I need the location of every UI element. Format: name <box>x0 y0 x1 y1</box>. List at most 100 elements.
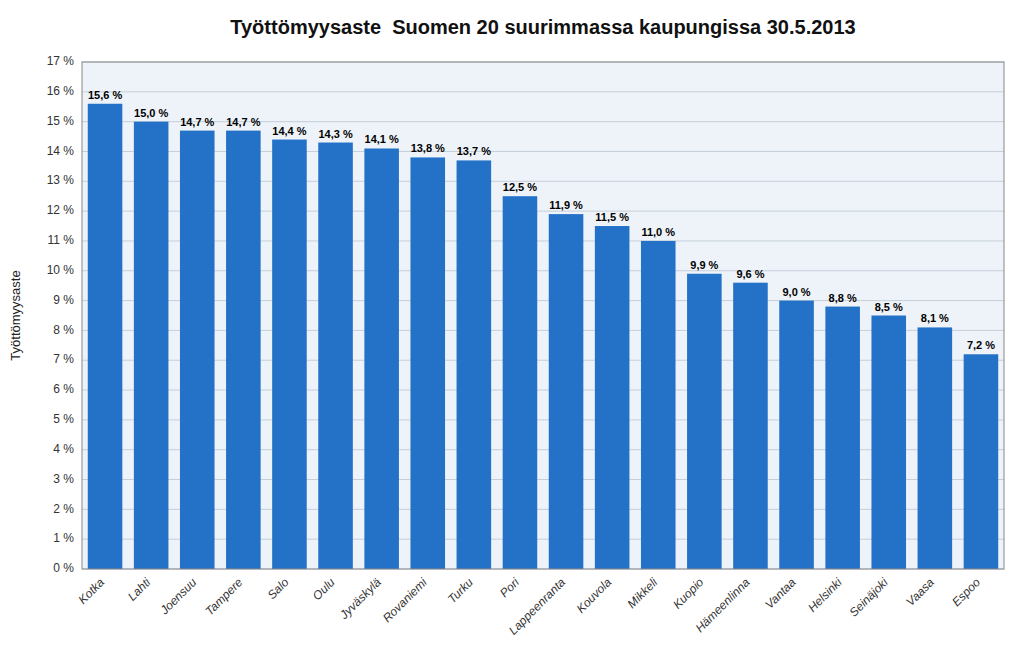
data-label: 9,0 % <box>782 286 810 298</box>
x-tick-label: Lahti <box>125 575 154 604</box>
y-tick-label: 9 % <box>53 293 74 307</box>
y-tick-label: 13 % <box>47 173 75 187</box>
bar <box>318 143 353 569</box>
x-tick-label: Rovaniemi <box>380 575 430 625</box>
data-label: 8,5 % <box>875 301 903 313</box>
grid-line <box>82 211 1004 212</box>
x-tick-label: Mikkeli <box>625 575 661 611</box>
bar <box>272 140 307 569</box>
data-label: 14,3 % <box>318 128 352 140</box>
x-tick-label: Lappeenranta <box>506 575 569 638</box>
y-tick-label: 4 % <box>53 442 74 456</box>
plot-frame <box>82 62 1004 569</box>
data-label: 7,2 % <box>967 339 995 351</box>
bar <box>364 148 399 569</box>
grid-line <box>82 270 1004 271</box>
x-tick-label: Tampere <box>202 575 245 618</box>
y-tick-label: 16 % <box>47 84 75 98</box>
grid-line <box>82 300 1004 301</box>
title: Työttömyysaste Suomen 20 suurimmassa kau… <box>230 16 855 38</box>
data-label: 14,4 % <box>272 125 306 137</box>
grid <box>82 62 1004 569</box>
bar <box>779 301 814 569</box>
y-tick-label: 2 % <box>53 502 74 516</box>
data-label: 14,1 % <box>365 133 399 145</box>
x-tick-label: Salo <box>265 575 292 602</box>
data-label: 9,6 % <box>736 268 764 280</box>
bar <box>180 131 215 569</box>
x-tick-label: Kuopio <box>670 575 707 612</box>
plot-background <box>82 62 1004 569</box>
y-tick-label: 7 % <box>53 352 74 366</box>
data-label: 8,1 % <box>921 312 949 324</box>
y-tick-label: 10 % <box>47 263 75 277</box>
y-tick-label: 0 % <box>53 561 74 575</box>
y-tick-label: 12 % <box>47 203 75 217</box>
bar <box>641 241 676 569</box>
bars <box>88 104 998 569</box>
grid-line <box>82 240 1004 241</box>
x-tick-label: Vantaa <box>762 575 799 612</box>
bar <box>825 307 860 569</box>
bar <box>687 274 722 569</box>
x-tick-label: Turku <box>445 575 476 606</box>
y-axis-label: Työttömyysaste <box>8 270 23 360</box>
bar <box>595 226 630 569</box>
x-tick-label: Seinäjoki <box>847 575 892 620</box>
x-tick-label: Kotka <box>76 575 108 607</box>
grid-line <box>82 539 1004 540</box>
bar <box>549 214 584 569</box>
grid-line <box>82 91 1004 92</box>
x-tick-label: Vaasa <box>903 575 937 609</box>
grid-line <box>82 390 1004 391</box>
y-tick-label: 17 % <box>47 54 75 68</box>
data-label: 9,9 % <box>690 259 718 271</box>
grid-line <box>82 330 1004 331</box>
data-label: 11,0 % <box>641 226 675 238</box>
x-ticks: Kotka LahtiJoensuuTampere Salo OuluJyväskyl… <box>76 575 984 638</box>
x-tick-label: Hämeenlinna <box>693 575 753 635</box>
y-tick-label: 14 % <box>47 144 75 158</box>
data-label: 15,0 % <box>134 107 168 119</box>
bar <box>733 283 768 569</box>
x-tick-label: Helsinki <box>805 575 845 615</box>
data-labels: 15,6 % 15,0 % 14,7 % 14,7 % 14,4 % 14,3 % 14,1… <box>88 89 995 352</box>
x-tick-label: Joensuu <box>157 575 200 618</box>
y-tick-label: 6 % <box>53 382 74 396</box>
x-tick-label: Kouvola <box>574 575 615 616</box>
x-tick-label: Oulu <box>310 575 338 603</box>
y-tick-label: 11 % <box>48 233 75 247</box>
data-label: 13,8 % <box>411 142 445 154</box>
grid-line <box>82 151 1004 152</box>
bar <box>410 157 445 569</box>
bar <box>134 122 169 569</box>
bar <box>918 327 953 569</box>
x-tick-label: Pori <box>497 575 522 600</box>
y-ticks: 0 % 1 % 2 % 3 % 4 % 5 % 6 % 7 % 8 % 9 % 10 % 11 % 12… <box>47 54 75 575</box>
bar <box>88 104 123 569</box>
grid-line <box>82 419 1004 420</box>
data-label: 14,7 % <box>180 116 214 128</box>
grid-line <box>82 181 1004 182</box>
bar <box>457 160 492 569</box>
y-tick-label: 1 % <box>53 531 74 545</box>
bar <box>871 316 906 570</box>
grid-line <box>82 360 1004 361</box>
data-label: 13,7 % <box>457 145 491 157</box>
grid-line <box>82 121 1004 122</box>
bar <box>226 131 261 569</box>
y-tick-label: 5 % <box>53 412 74 426</box>
x-tick-label: Jyväskylä <box>336 575 384 623</box>
grid-line <box>82 449 1004 450</box>
grid-line <box>82 479 1004 480</box>
data-label: 12,5 % <box>503 181 537 193</box>
data-label: 8,8 % <box>829 292 857 304</box>
bar <box>964 354 999 569</box>
data-label: 15,6 % <box>88 89 122 101</box>
y-tick-label: 8 % <box>53 323 74 337</box>
y-tick-label: 3 % <box>53 472 74 486</box>
data-label: 14,7 % <box>226 116 260 128</box>
data-label: 11,5 % <box>595 211 629 223</box>
grid-line <box>82 509 1004 510</box>
y-tick-label: 15 % <box>47 114 75 128</box>
